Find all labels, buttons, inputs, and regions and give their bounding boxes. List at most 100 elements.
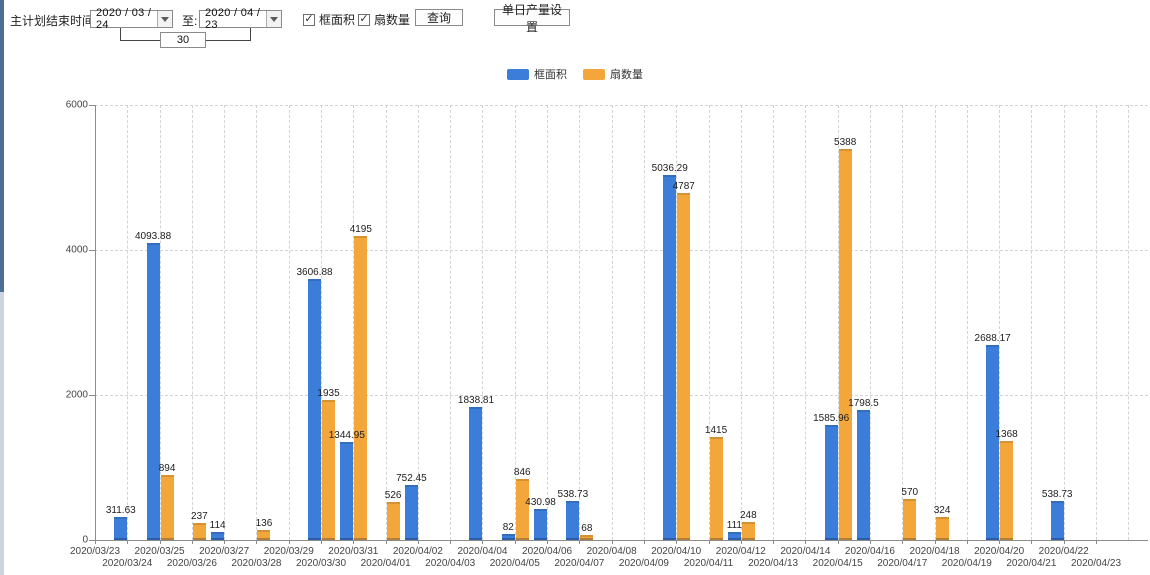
grid-line-vertical [805,105,807,540]
bar-frame-area [566,500,580,540]
x-axis-tick [321,540,323,544]
x-axis-line [89,540,1148,541]
x-tick-label: 2020/03/28 [231,558,282,569]
grid-line-vertical [966,105,968,540]
bar-frame-area [856,409,870,540]
bar-fan-count [192,522,206,540]
checkbox-checked-icon: ✓ [303,13,315,26]
date-to-picker[interactable]: 2020 / 04 / 23 [199,7,282,31]
bar-value-label: 324 [933,504,951,516]
grid-line-vertical [869,105,871,540]
x-tick-label: 2020/03/23 [69,546,121,557]
x-tick-label: 2020/04/15 [812,558,863,569]
x-tick-label: 2020/04/23 [1070,558,1122,569]
bar-value-label: 5388 [834,137,857,149]
bar-value-label: 5036.29 [651,162,688,174]
bar-fan-count [580,535,594,540]
x-tick-label: 2020/04/06 [522,546,573,557]
bar-fan-count [903,498,917,540]
x-axis-tick [127,540,129,544]
date-from-picker[interactable]: 2020 / 03 / 24 [90,7,173,31]
grid-line-vertical [547,105,549,540]
x-axis-tick [966,540,968,544]
bar-fan-count [838,149,852,540]
grid-line-vertical [191,105,193,540]
bar-value-label: 1415 [704,425,728,437]
grid-line-vertical [611,105,613,540]
grid-line-vertical [288,105,290,540]
bar-value-label: 311.63 [105,505,136,517]
bar-fan-count [677,192,691,540]
bar-fan-count [322,399,336,540]
bar-frame-area [469,406,483,540]
grid-line-vertical [643,105,645,540]
chevron-down-icon [161,16,169,22]
x-tick-label: 2020/04/02 [392,546,443,557]
y-axis-tick [89,395,95,396]
x-axis-tick [95,540,96,544]
date-to-dropdown-button[interactable] [266,11,281,27]
bar-value-label: 1798.5 [848,397,879,409]
bar-value-label: 1344.95 [328,430,365,442]
grid-line-vertical [1096,105,1097,540]
to-label: 至: [182,14,198,28]
bar-frame-area [211,531,225,540]
y-tick-label: 6000 [65,99,88,111]
x-axis-tick [385,540,387,544]
x-tick-label: 2020/03/29 [263,546,314,557]
x-axis-tick [191,540,193,544]
x-axis-tick [450,540,452,544]
x-tick-label: 2020/04/12 [715,546,766,557]
fan-count-legend-label: 扇数量 [610,69,643,81]
x-tick-label: 2020/04/09 [618,558,669,569]
chart-legend: 框面积 扇数量 [0,66,1150,82]
bar-frame-area [727,531,741,540]
bar-fan-count [257,530,271,540]
fan-count-checkbox-label: 扇数量 [374,13,411,27]
date-from-dropdown-button[interactable] [157,11,172,27]
grid-line-vertical [482,105,484,540]
x-axis-tick [1063,540,1065,544]
date-range-connector-left [120,28,121,40]
legend-item-frame-area[interactable]: 框面积 [507,66,567,82]
x-axis-tick [740,540,742,544]
bar-fan-count [741,522,755,540]
x-axis-tick [514,540,516,544]
frame-area-checkbox-label: 框面积 [319,13,356,27]
frame-area-legend-swatch [507,68,529,80]
x-axis-tick [869,540,871,544]
bar-frame-area [663,174,677,540]
bar-frame-area [404,485,418,540]
x-axis-tick [611,540,613,544]
x-tick-label: 2020/03/27 [199,546,250,557]
x-axis-tick [288,540,290,544]
bar-value-label: 1838.81 [457,394,495,406]
bar-frame-area [1050,500,1064,540]
days-between-input[interactable]: 30 [160,32,206,48]
x-axis-tick [547,540,549,544]
bar-value-label: 4195 [349,223,372,235]
main-plan-end-time-label: 主计划结束时间: [10,14,98,28]
y-axis-tick [89,250,95,251]
x-axis-tick [353,540,355,544]
bar-value-label: 4787 [672,180,695,192]
fan-count-checkbox[interactable]: ✓ 扇数量 [358,11,410,28]
grid-line-vertical [417,105,419,540]
x-tick-label: 2020/04/05 [489,558,540,569]
query-button[interactable]: 查询 [415,9,463,26]
grid-line-vertical [321,105,323,540]
frame-area-checkbox[interactable]: ✓ 框面积 [303,11,355,28]
bar-value-label: 752.45 [396,473,427,485]
bar-fan-count [160,475,174,540]
grid-line-vertical [127,105,129,540]
y-axis-tick [89,105,95,106]
bar-frame-area [986,345,1000,540]
bar-fan-count [386,501,400,540]
legend-item-fan-count[interactable]: 扇数量 [583,66,643,82]
window-edge-strip [0,0,4,292]
y-axis-line [95,105,96,541]
x-axis-tick [902,540,904,544]
bar-frame-area [824,425,838,540]
grid-line-vertical [514,105,516,540]
x-tick-label: 2020/04/20 [974,546,1025,557]
